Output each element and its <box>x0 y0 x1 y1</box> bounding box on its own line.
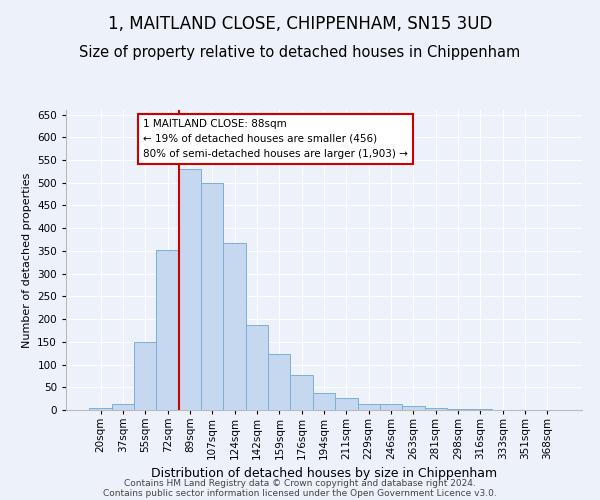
Text: Size of property relative to detached houses in Chippenham: Size of property relative to detached ho… <box>79 45 521 60</box>
Text: 1 MAITLAND CLOSE: 88sqm
← 19% of detached houses are smaller (456)
80% of semi-d: 1 MAITLAND CLOSE: 88sqm ← 19% of detache… <box>143 119 408 158</box>
Bar <box>425 408 447 410</box>
Bar <box>157 250 179 410</box>
Bar <box>313 392 335 410</box>
Bar <box>134 342 157 410</box>
Bar <box>179 169 201 410</box>
Text: Contains public sector information licensed under the Open Government Licence v3: Contains public sector information licen… <box>103 488 497 498</box>
Bar <box>201 182 223 410</box>
Bar <box>335 398 358 410</box>
Bar <box>89 408 112 410</box>
Y-axis label: Number of detached properties: Number of detached properties <box>22 172 32 348</box>
Bar <box>358 404 380 410</box>
X-axis label: Distribution of detached houses by size in Chippenham: Distribution of detached houses by size … <box>151 468 497 480</box>
Bar <box>469 409 491 410</box>
Bar <box>380 404 402 410</box>
Bar <box>447 408 469 410</box>
Bar <box>246 324 268 410</box>
Bar <box>268 354 290 410</box>
Bar <box>402 406 425 410</box>
Text: 1, MAITLAND CLOSE, CHIPPENHAM, SN15 3UD: 1, MAITLAND CLOSE, CHIPPENHAM, SN15 3UD <box>108 15 492 33</box>
Text: Contains HM Land Registry data © Crown copyright and database right 2024.: Contains HM Land Registry data © Crown c… <box>124 478 476 488</box>
Bar <box>223 243 246 410</box>
Bar <box>112 404 134 410</box>
Bar <box>290 376 313 410</box>
